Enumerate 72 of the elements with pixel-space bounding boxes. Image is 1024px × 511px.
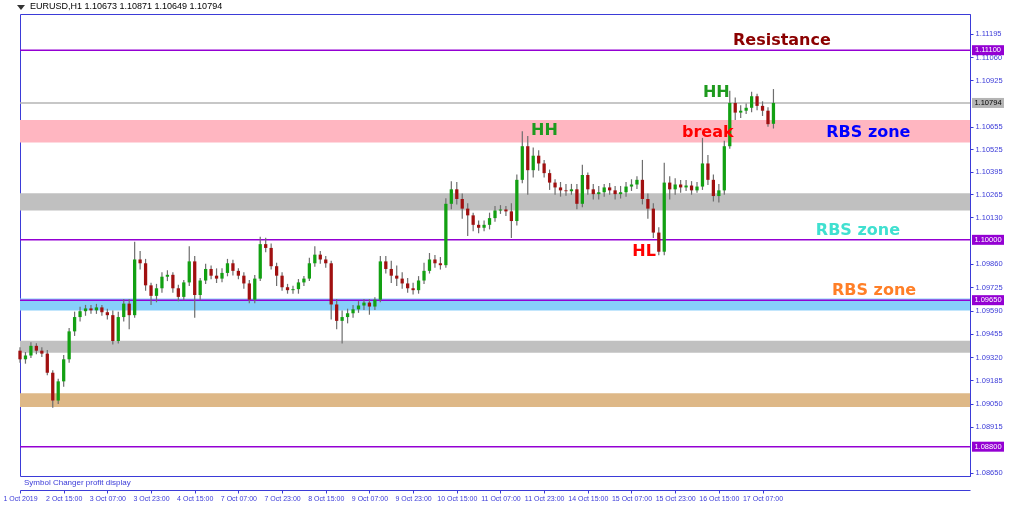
- candlestick: [253, 275, 257, 304]
- candlestick: [657, 227, 661, 256]
- candlestick: [18, 347, 22, 363]
- annotation: HH: [702, 82, 730, 102]
- candlestick: [455, 182, 459, 205]
- candlestick: [149, 282, 153, 306]
- candlestick: [749, 91, 754, 113]
- candlestick: [220, 268, 224, 283]
- candlestick: [575, 183, 579, 210]
- candlestick: [613, 185, 617, 200]
- candlestick: [624, 182, 628, 197]
- candlestick: [89, 304, 93, 314]
- candlestick: [138, 251, 142, 270]
- candlestick: [362, 299, 366, 310]
- candlestick: [706, 155, 710, 186]
- candlestick: [411, 282, 415, 295]
- candlestick: [504, 205, 508, 216]
- candlestick: [460, 193, 464, 219]
- candlestick: [553, 179, 557, 195]
- candlestick: [433, 255, 437, 268]
- candlestick: [187, 246, 191, 286]
- annotation: RBS zone: [831, 279, 917, 299]
- candlestick: [733, 97, 737, 120]
- text: Symbol Changer profit display: [24, 478, 131, 487]
- annotation: Resistance: [732, 29, 831, 49]
- candlestick: [509, 203, 514, 239]
- candlestick: [695, 182, 699, 193]
- annotation: RBS zone: [826, 122, 911, 142]
- candlestick: [302, 276, 306, 286]
- candlestick: [274, 262, 279, 286]
- candlestick: [449, 181, 453, 210]
- candlestick: [646, 193, 650, 219]
- candlestick: [717, 183, 721, 203]
- candlestick: [340, 310, 344, 344]
- candlestick: [422, 262, 426, 285]
- candlestick: [247, 279, 251, 304]
- candlestick: [711, 174, 716, 202]
- candlestick: [744, 103, 748, 115]
- candlestick: [564, 183, 568, 196]
- candlestick: [307, 257, 312, 282]
- candlestick: [351, 304, 355, 318]
- candlestick: [635, 176, 639, 190]
- candlestick: [395, 265, 399, 286]
- candlestick: [160, 272, 164, 293]
- candlestick: [203, 263, 208, 285]
- candlestick: [771, 89, 776, 129]
- candlestick: [291, 285, 295, 294]
- candlestick: [116, 311, 120, 344]
- candlestick: [700, 137, 705, 190]
- candlestick: [651, 203, 655, 239]
- candlestick: [335, 299, 339, 330]
- annotation: HL: [632, 240, 656, 260]
- candlestick: [493, 205, 497, 222]
- candlestick: [427, 253, 432, 274]
- candlestick: [526, 135, 530, 195]
- chart-title: EURUSD,H1 1.10673 1.10871 1.10649 1.10794: [30, 1, 223, 11]
- candlestick: [389, 260, 393, 284]
- candlestick: [182, 279, 186, 301]
- candlestick: [171, 272, 175, 293]
- candlestick: [143, 258, 148, 291]
- candlestick: [547, 169, 552, 190]
- candlestick: [62, 354, 66, 387]
- annotation: HH: [531, 120, 558, 140]
- candlestick: [640, 159, 645, 205]
- candlestick: [100, 304, 104, 316]
- annotation: RBS zone: [815, 219, 901, 239]
- candlestick: [45, 350, 49, 376]
- candlestick: [269, 243, 273, 270]
- candlestick: [766, 107, 770, 127]
- candlestick: [56, 378, 60, 405]
- candlestick: [78, 306, 82, 322]
- candlestick: [482, 220, 486, 232]
